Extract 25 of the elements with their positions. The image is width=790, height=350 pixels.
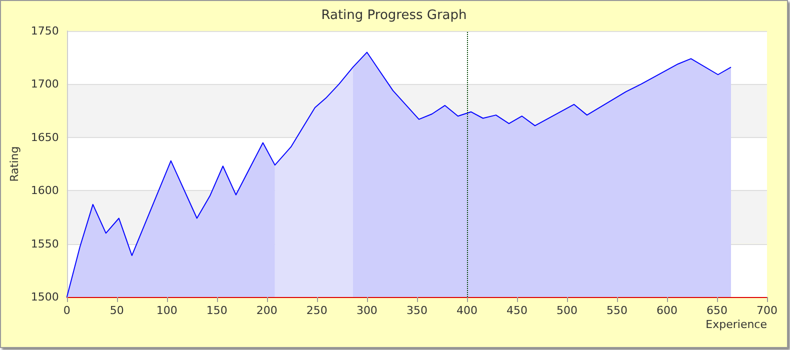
y-tick-label: 1600	[30, 184, 59, 198]
x-tick-label: 600	[656, 304, 678, 317]
y-tick-label: 1550	[30, 237, 59, 250]
y-tick-label: 1650	[30, 130, 59, 144]
line-series	[66, 52, 732, 298]
x-tick-label: 350	[406, 304, 428, 317]
x-tick-label: 0	[63, 304, 70, 317]
x-tick-label: 550	[606, 304, 628, 317]
x-tick-label: 700	[756, 304, 778, 317]
x-tick-label: 100	[156, 304, 178, 317]
y-axis-title: Rating	[8, 146, 21, 182]
y-tick-label: 1500	[30, 290, 59, 304]
x-axis-title: Experience	[706, 318, 768, 331]
x-tick-label: 500	[556, 304, 578, 317]
x-tick-label: 50	[110, 304, 124, 317]
x-tick-label: 650	[706, 304, 728, 317]
x-tick-label: 400	[456, 304, 478, 317]
chart-title: Rating Progress Graph	[321, 8, 467, 23]
x-tick-label: 200	[256, 304, 278, 317]
x-tick-label: 250	[306, 304, 328, 317]
x-tick-label: 300	[356, 304, 378, 317]
y-tick-label: 1750	[30, 24, 59, 38]
y-tick-label: 1700	[30, 78, 59, 91]
x-tick-label: 450	[506, 304, 528, 317]
x-tick-label: 150	[206, 304, 228, 317]
